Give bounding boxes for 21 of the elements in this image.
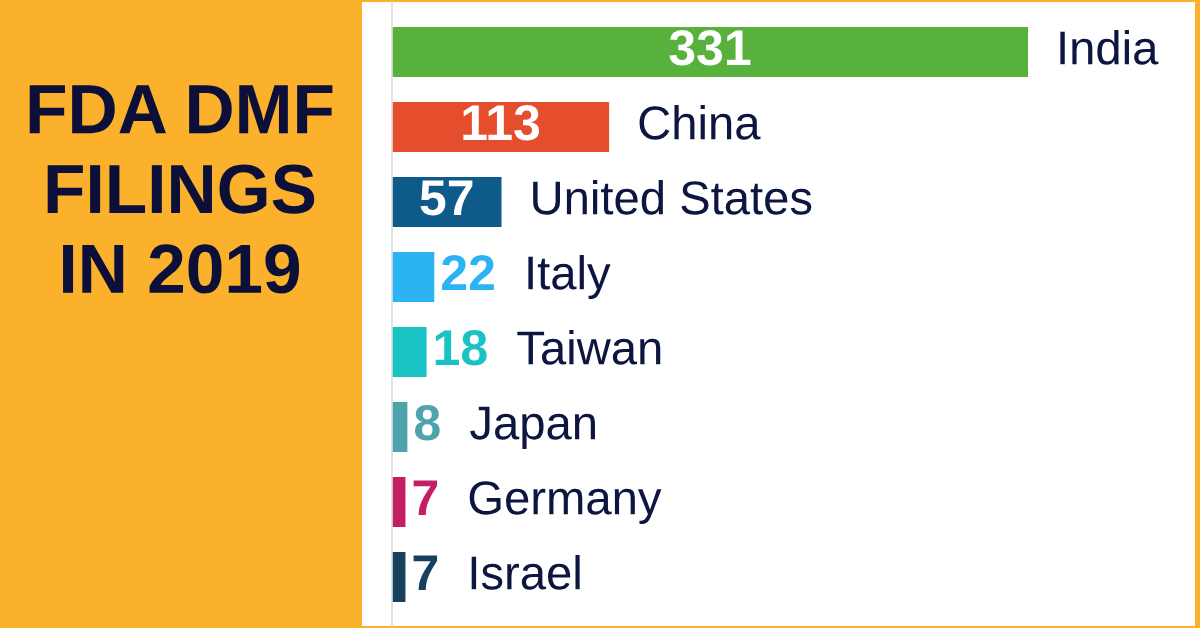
data-label: 57 (420, 180, 473, 216)
y-tick-label: Italy (528, 254, 611, 300)
data-label: 331 (669, 30, 751, 66)
y-tick-label: Japan (470, 406, 595, 450)
y-tick-label: United States (533, 179, 812, 215)
data-label: 8 (414, 405, 440, 441)
bar (392, 252, 435, 302)
y-tick-label: Taiwan (517, 329, 661, 365)
text: FDA DMF FILINGS IN 2019 (29, 85, 333, 294)
y-tick-label: Israel (471, 554, 580, 590)
bar (392, 327, 427, 377)
data-label: 7 (413, 480, 438, 515)
y-tick-label: Germany (469, 481, 662, 525)
data-label: 18 (435, 330, 487, 366)
y-tick-label: China (639, 104, 761, 140)
bar (392, 27, 1028, 77)
bar (392, 402, 408, 452)
data-label: 113 (463, 105, 540, 141)
data-label: 7 (413, 555, 438, 590)
y-tick-label: India (1060, 29, 1159, 65)
data-label: 22 (442, 255, 494, 290)
